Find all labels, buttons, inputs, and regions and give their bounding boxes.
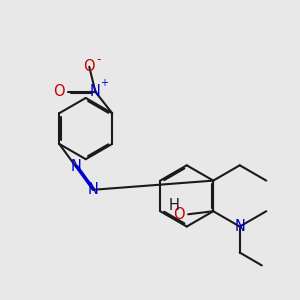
Text: N: N: [234, 219, 245, 234]
Text: N: N: [70, 159, 82, 174]
Text: O: O: [83, 59, 95, 74]
Text: +: +: [100, 78, 108, 88]
Text: O: O: [53, 84, 65, 99]
Text: N: N: [90, 84, 101, 99]
Text: -: -: [96, 53, 101, 67]
Text: O: O: [173, 207, 185, 222]
Text: N: N: [87, 182, 98, 197]
Text: H: H: [169, 198, 180, 213]
